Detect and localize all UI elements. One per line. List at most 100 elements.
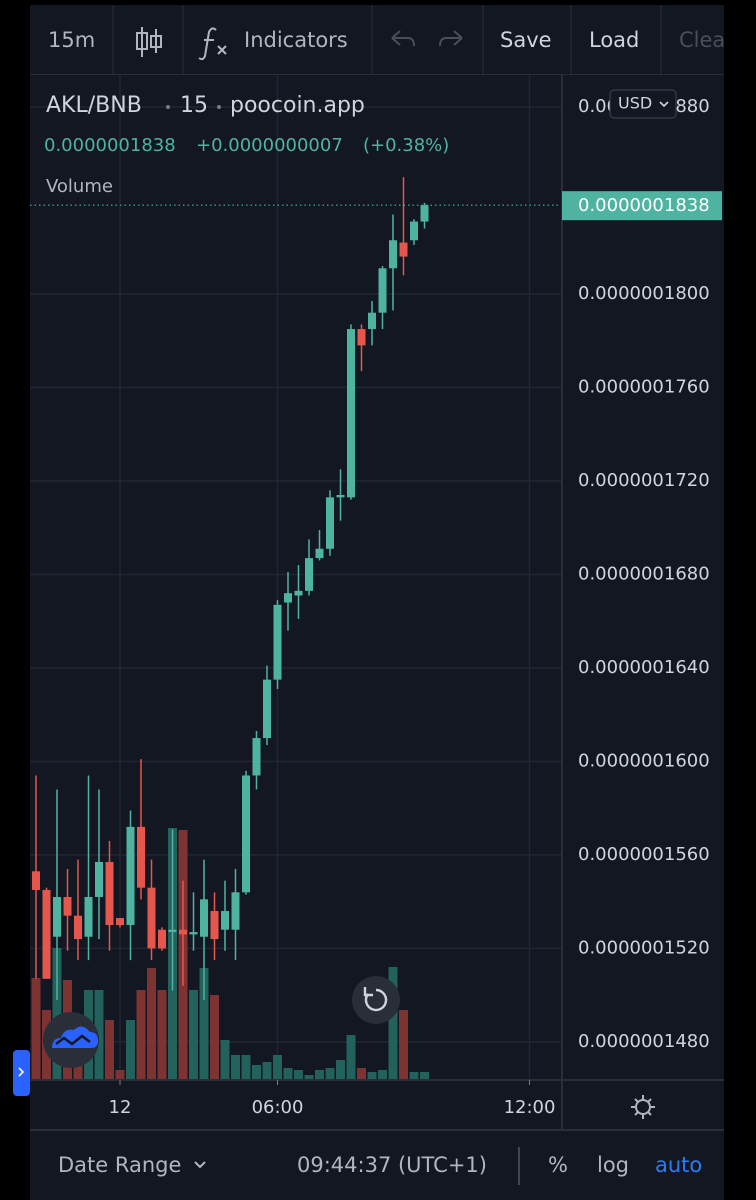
dot	[166, 105, 170, 109]
load-button[interactable]: Load	[589, 28, 639, 52]
candle-body	[116, 918, 124, 926]
auto-toggle[interactable]: auto	[655, 1153, 702, 1177]
volume-bar	[315, 1070, 324, 1080]
candle-body	[189, 932, 198, 935]
legend-last: 0.0000001838	[44, 135, 176, 156]
volume-bar	[52, 948, 62, 1080]
undo-redo[interactable]	[391, 30, 463, 47]
candle-body	[42, 889, 51, 979]
tradingview-logo[interactable]	[43, 1012, 99, 1068]
candle-body	[200, 899, 208, 937]
date-range-button[interactable]: Date Range	[58, 1153, 181, 1177]
legend-change: +0.0000000007	[196, 135, 343, 156]
volume-bar	[262, 1062, 272, 1080]
candle-body	[147, 887, 156, 949]
save-button[interactable]: Save	[500, 28, 552, 52]
x-tick-label: 12	[109, 1097, 132, 1118]
volume-bar	[94, 990, 104, 1080]
candle-body	[263, 679, 271, 739]
candle-body	[410, 221, 418, 241]
log-toggle[interactable]: log	[597, 1153, 629, 1177]
side-panel-toggle[interactable]	[13, 1050, 30, 1096]
candle-body	[32, 871, 40, 890]
candle-body	[126, 826, 135, 926]
candle-body	[53, 896, 61, 937]
volume-bar	[126, 1020, 135, 1080]
percent-toggle[interactable]: %	[548, 1153, 568, 1177]
indicators-button[interactable]: Indicators	[244, 28, 348, 52]
volume-bar	[325, 1068, 335, 1080]
candle-body	[63, 896, 72, 916]
candle-body	[315, 548, 324, 559]
candle-body	[368, 312, 376, 330]
grid-layer	[30, 75, 562, 1080]
clear-button[interactable]: Clear	[679, 28, 734, 52]
y-tick-label: 0.0000001800	[578, 283, 710, 304]
settings-icon[interactable]	[631, 1095, 655, 1119]
y-tick-label: 0.0000001720	[578, 470, 710, 491]
candle-body	[105, 861, 114, 926]
volume-bar	[388, 967, 398, 1080]
volume-bar	[147, 968, 156, 1080]
y-tick-label: 0.0000001760	[578, 376, 710, 397]
volume-bar	[409, 1072, 419, 1080]
candle-body	[399, 242, 408, 257]
y-tick-label: 0.0000001600	[578, 750, 710, 771]
clock: 09:44:37 (UTC+1)	[297, 1153, 487, 1177]
legend-interval: 15	[180, 93, 208, 118]
volume-bar	[367, 1072, 377, 1080]
x-tick-label: 12:00	[504, 1097, 556, 1118]
volume-bar	[210, 995, 219, 1080]
candle-body	[326, 497, 334, 549]
candle-body	[420, 205, 429, 222]
last-price-label: 0.0000001838	[578, 195, 710, 216]
currency: USD	[618, 94, 652, 113]
candle-body	[84, 896, 93, 937]
symbol: AKL/BNB	[46, 93, 142, 118]
volume-bar	[273, 1055, 282, 1080]
toolbar-bg	[30, 5, 724, 75]
x-tick-label: 06:00	[252, 1097, 304, 1118]
candle-body	[168, 929, 177, 933]
candle-layer	[30, 177, 562, 1000]
candle-body	[357, 329, 366, 346]
y-tick-label: 0.0000001560	[578, 844, 710, 865]
candle-body	[273, 604, 282, 680]
dot	[217, 105, 221, 109]
interval-button[interactable]: 15m	[48, 28, 95, 52]
volume-bar	[336, 1060, 345, 1080]
candle-body	[294, 590, 303, 596]
volume-bar	[157, 990, 167, 1080]
volume-bar	[252, 1065, 261, 1080]
volume-bar	[115, 1070, 125, 1080]
volume-bar	[189, 990, 198, 1080]
volume-bar	[136, 990, 146, 1080]
candle-body	[378, 268, 387, 313]
candle-body	[74, 915, 82, 940]
candle-body	[336, 494, 345, 498]
candle-body	[389, 240, 397, 269]
y-tick-label: 0.0000001640	[578, 657, 710, 678]
volume-bar	[304, 1075, 314, 1080]
candle-body	[221, 911, 229, 930]
candle-body	[179, 929, 187, 935]
volume-label: Volume	[46, 176, 113, 197]
volume-bar	[283, 1068, 293, 1080]
chevron	[194, 1161, 206, 1169]
volume-bar	[199, 968, 209, 1080]
reset-button[interactable]	[352, 976, 400, 1024]
volume-bar	[399, 1010, 408, 1080]
chart-type-button[interactable]	[136, 27, 162, 57]
volume-bar	[294, 1070, 303, 1080]
volume-bar	[31, 978, 41, 1080]
volume-bar	[241, 1055, 251, 1080]
y-tick-label: 0.0000001520	[578, 937, 710, 958]
candle-body	[252, 738, 261, 776]
volume-bar	[346, 1035, 356, 1080]
currency-button[interactable]: USD	[609, 89, 677, 119]
volume-bar	[220, 1040, 230, 1080]
volume-bar	[357, 1068, 366, 1080]
candle-body	[210, 911, 219, 940]
candle-body	[231, 892, 240, 930]
